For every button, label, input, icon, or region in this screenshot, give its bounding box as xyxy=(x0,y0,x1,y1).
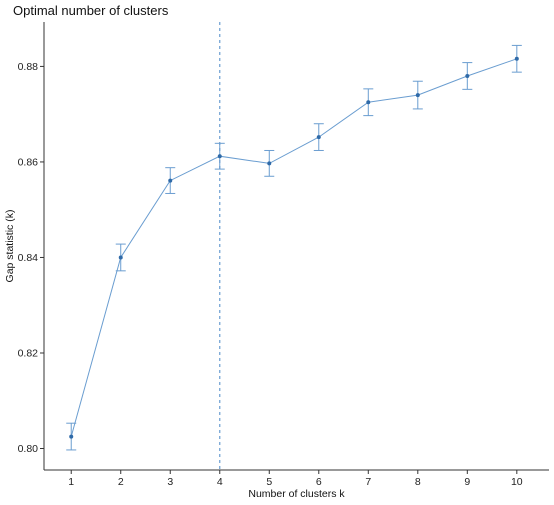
y-axis-label: Gap statistic (k) xyxy=(4,210,16,283)
data-point xyxy=(168,178,173,183)
x-tick-label: 1 xyxy=(68,476,74,488)
x-tick-label: 5 xyxy=(266,476,272,488)
data-point xyxy=(316,135,321,140)
data-point xyxy=(366,100,371,105)
x-tick-label: 9 xyxy=(464,476,470,488)
y-tick-label: 0.82 xyxy=(18,347,39,359)
series-line xyxy=(70,58,517,437)
x-tick-label: 8 xyxy=(415,476,421,488)
y-tick-label: 0.88 xyxy=(18,61,39,73)
data-point xyxy=(415,93,420,98)
x-tick-label: 10 xyxy=(511,476,523,488)
y-tick-label: 0.80 xyxy=(18,443,39,455)
x-tick-label: 2 xyxy=(118,476,124,488)
x-tick-label: 3 xyxy=(167,476,173,488)
data-point xyxy=(267,161,272,166)
data-point xyxy=(217,154,222,159)
x-tick-label: 7 xyxy=(365,476,371,488)
x-axis-label: Number of clusters k xyxy=(248,488,345,500)
x-tick-label: 6 xyxy=(316,476,322,488)
data-point xyxy=(514,56,519,61)
data-point xyxy=(465,73,470,78)
chart-title: Optimal number of clusters xyxy=(13,3,169,18)
x-tick-label: 4 xyxy=(217,476,223,488)
data-point xyxy=(69,434,74,439)
y-tick-label: 0.86 xyxy=(18,156,39,168)
y-tick-label: 0.84 xyxy=(18,252,39,264)
data-point xyxy=(118,255,123,260)
